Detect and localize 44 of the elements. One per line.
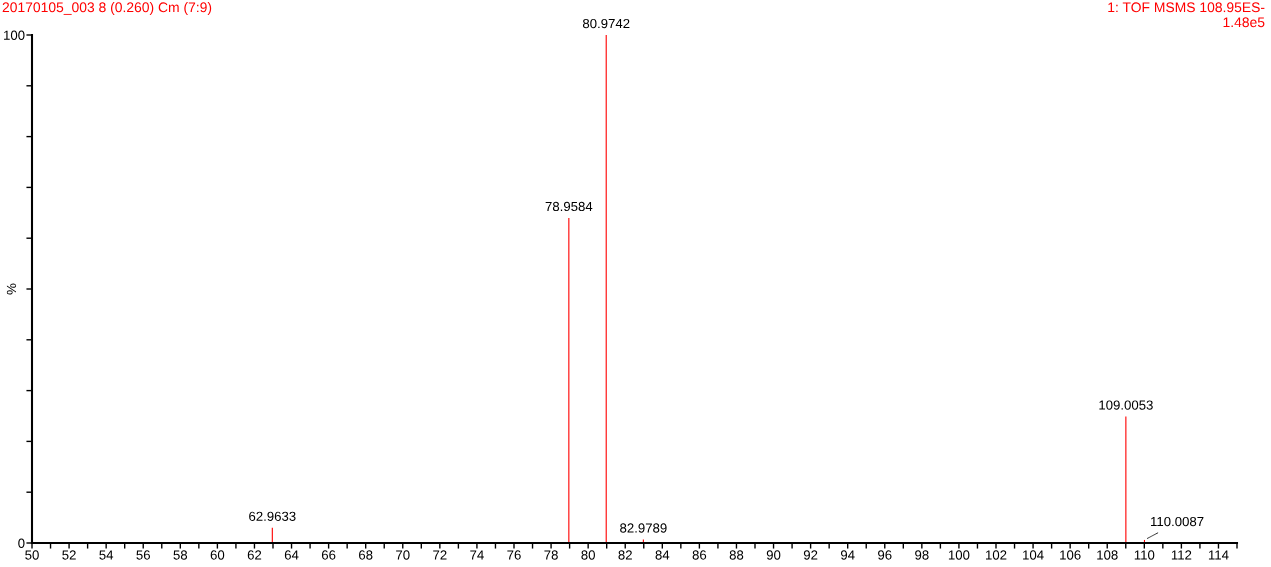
x-tick-label: 94 [840, 550, 855, 560]
x-tick-label: 92 [803, 550, 818, 560]
x-tick-label: 60 [210, 550, 225, 560]
chart-title: 20170105_003 8 (0.260) Cm (7:9) [2, 2, 212, 15]
x-tick-label: 74 [470, 550, 484, 560]
x-tick-label: 50 [25, 550, 39, 560]
x-tick-label: 80 [581, 550, 595, 560]
annotation: 109.0053 [1099, 400, 1153, 410]
x-tick-label: 56 [136, 550, 150, 560]
x-tick-label: 78 [544, 550, 558, 560]
annotation: 82.9789 [620, 523, 667, 533]
x-tick-label: 76 [507, 550, 521, 560]
x-tick-label: 106 [1060, 550, 1081, 560]
x-tick-label: 58 [173, 550, 188, 560]
text: 1: TOF MSMS 108.95ES- [1108, 2, 1265, 13]
x-tick-label: 62 [247, 550, 262, 560]
x-tick-label: 100 [948, 550, 970, 560]
x-tick-label: 70 [396, 550, 410, 560]
x-tick-label: 84 [655, 550, 670, 560]
annotation: 110.0087 [1151, 516, 1204, 527]
annotation: 78.9584 [545, 201, 593, 212]
x-tick-label: 86 [692, 550, 707, 560]
x-tick-label: 66 [321, 550, 336, 560]
x-tick-label: 110 [1134, 550, 1155, 560]
y-tick-label: 0 [18, 538, 25, 548]
annotation: 80.9742 [582, 18, 630, 29]
text: 1.48e5 [1223, 17, 1265, 28]
x-tick-label: 108 [1097, 550, 1118, 560]
annotation: 62.9633 [249, 511, 296, 521]
x-tick-label: 102 [986, 550, 1007, 560]
y-axis-title: % [6, 283, 17, 295]
x-tick-label: 52 [62, 550, 76, 560]
x-tick-label: 90 [766, 550, 781, 560]
x-tick-label: 104 [1023, 550, 1044, 560]
x-tick-label: 112 [1171, 550, 1192, 560]
x-tick-label: 68 [359, 550, 373, 560]
x-tick-label: 98 [915, 550, 929, 560]
x-tick-label: 54 [99, 550, 114, 560]
x-tick-label: 72 [433, 550, 447, 560]
x-tick-label: 64 [284, 550, 299, 560]
x-tick-label: 82 [618, 550, 632, 560]
x-tick-label: 88 [729, 550, 744, 560]
x-tick-label: 96 [878, 550, 892, 560]
x-tick-label: 114 [1208, 550, 1229, 560]
